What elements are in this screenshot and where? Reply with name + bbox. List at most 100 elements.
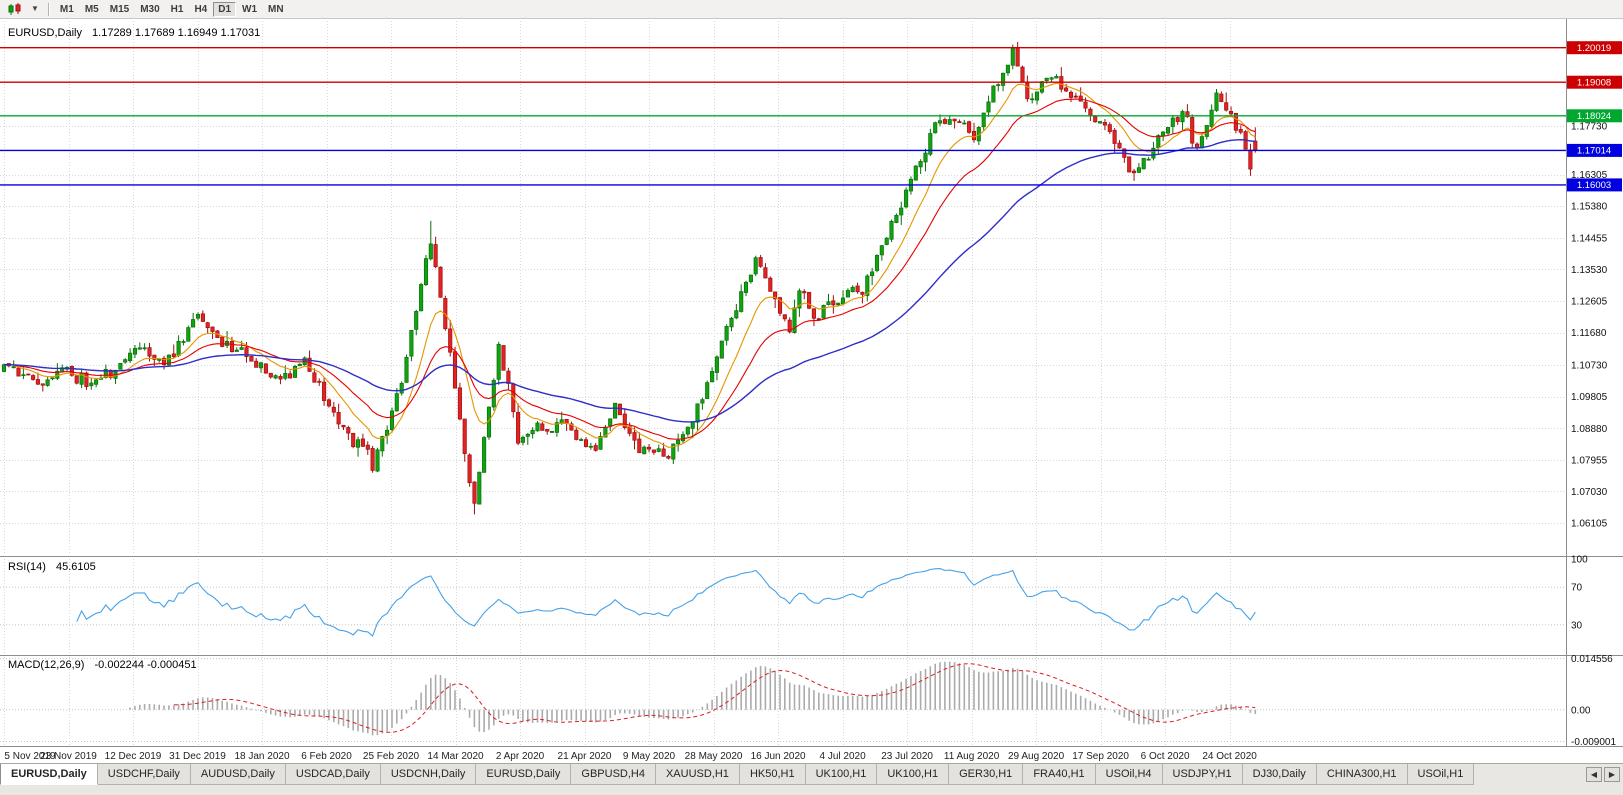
chart-tab-3-usdcad-daily[interactable]: USDCAD,Daily (285, 764, 381, 785)
chart-canvas[interactable]: 1.17730 1.16305 1.15380 1.14455 1.13530 1.126… (0, 19, 1623, 763)
svg-text:1.10730: 1.10730 (1571, 361, 1608, 372)
pane-separators (0, 19, 1623, 763)
chart-tab-8-hk50-h1[interactable]: HK50,H1 (739, 764, 806, 785)
timeframe-button-d1[interactable]: D1 (213, 1, 237, 17)
svg-text:14 Mar 2020: 14 Mar 2020 (427, 751, 484, 762)
chart-area[interactable]: 1.17730 1.16305 1.15380 1.14455 1.13530 1.126… (0, 19, 1623, 763)
timeframe-button-h4[interactable]: H4 (189, 2, 212, 17)
timeframe-button-mn[interactable]: MN (263, 2, 289, 17)
svg-text:24 Oct 2020: 24 Oct 2020 (1202, 751, 1257, 762)
hline-1.20019[interactable]: 1.20019 (0, 41, 1622, 55)
svg-text:16 Jun 2020: 16 Jun 2020 (751, 751, 806, 762)
moving-average-10 (3, 82, 1256, 448)
chart-tab-7-xauusd-h1[interactable]: XAUUSD,H1 (655, 764, 740, 785)
svg-text:1.07955: 1.07955 (1571, 455, 1608, 466)
svg-text:1.08880: 1.08880 (1571, 424, 1608, 435)
svg-text:0.00: 0.00 (1571, 705, 1591, 716)
macd-layer (129, 661, 1257, 736)
tab-scroll-left-icon[interactable]: ◀ (1586, 767, 1602, 782)
timeframe-button-m15[interactable]: M15 (105, 2, 134, 17)
svg-text:70: 70 (1571, 583, 1583, 594)
chart-tabs: EURUSD,Daily USDCHF,Daily AUDUSD,Daily USDC… (0, 764, 1623, 785)
hline-1.18024[interactable]: 1.18024 (0, 109, 1622, 123)
chart-type-dropdown[interactable]: ▼ (27, 0, 43, 18)
chart-tab-1-usdchf-daily[interactable]: USDCHF,Daily (97, 764, 191, 785)
svg-text:1.17730: 1.17730 (1571, 121, 1608, 132)
timeframe-button-m5[interactable]: M5 (80, 2, 104, 17)
moving-average-58 (4, 138, 1256, 423)
svg-text:25 Feb 2020: 25 Feb 2020 (363, 751, 420, 762)
chart-tab-12-fra40-h1[interactable]: FRA40,H1 (1023, 764, 1096, 785)
candlestick-chart-icon (8, 2, 21, 15)
chart-tab-11-ger30-h1[interactable]: GER30,H1 (949, 764, 1024, 785)
svg-text:4 Jul 2020: 4 Jul 2020 (820, 751, 867, 762)
svg-text:1.16003: 1.16003 (1577, 180, 1611, 191)
moving-average-22 (3, 98, 1256, 440)
chart-tab-15-dj30-daily[interactable]: DJ30,Daily (1242, 764, 1317, 785)
svg-text:0.014556: 0.014556 (1571, 654, 1613, 665)
timeframe-button-group: M1 M5 M15 M30 H1 H4 D1 W1 MN (55, 1, 289, 17)
svg-text:29 Aug 2020: 29 Aug 2020 (1008, 751, 1065, 762)
chart-tab-5-eurusd-daily[interactable]: EURUSD,Daily (476, 764, 572, 785)
chart-tab-17-usoil-h1[interactable]: USOil,H1 (1407, 764, 1475, 785)
grid-layer (0, 21, 1566, 745)
chart-tab-14-usdjpy-h1[interactable]: USDJPY,H1 (1162, 764, 1243, 785)
tab-scroll-buttons: ◀ ▶ (1586, 767, 1620, 782)
svg-text:1.12605: 1.12605 (1571, 296, 1608, 307)
timeframe-button-w1[interactable]: W1 (237, 2, 262, 17)
svg-text:23 Jul 2020: 23 Jul 2020 (881, 751, 933, 762)
candles-layer (1, 42, 1258, 515)
svg-text:6 Feb 2020: 6 Feb 2020 (301, 751, 352, 762)
svg-text:11 Aug 2020: 11 Aug 2020 (944, 751, 1000, 762)
svg-text:5 Nov 2019: 5 Nov 2019 (4, 751, 56, 762)
timeframe-button-m30[interactable]: M30 (135, 2, 164, 17)
svg-text:1.15380: 1.15380 (1571, 202, 1608, 213)
chart-tab-0-eurusd-daily[interactable]: EURUSD,Daily (0, 764, 98, 785)
svg-text:9 May 2020: 9 May 2020 (623, 751, 676, 762)
chart-tab-bar: EURUSD,Daily USDCHF,Daily AUDUSD,Daily USDC… (0, 763, 1623, 795)
svg-text:23 Nov 2019: 23 Nov 2019 (40, 751, 97, 762)
svg-text:28 May 2020: 28 May 2020 (685, 751, 743, 762)
svg-text:1.19008: 1.19008 (1577, 77, 1611, 88)
svg-text:1.14455: 1.14455 (1571, 233, 1608, 244)
svg-text:17 Sep 2020: 17 Sep 2020 (1072, 751, 1129, 762)
macd-signal-line (173, 663, 1256, 733)
svg-text:1.09805: 1.09805 (1571, 392, 1608, 403)
chart-type-button[interactable] (4, 0, 26, 18)
hline-1.17014[interactable]: 1.17014 (0, 143, 1622, 157)
svg-text:1.06105: 1.06105 (1571, 519, 1608, 530)
svg-text:6 Oct 2020: 6 Oct 2020 (1141, 751, 1190, 762)
hline-1.19008[interactable]: 1.19008 (0, 75, 1622, 89)
svg-text:2 Apr 2020: 2 Apr 2020 (496, 751, 545, 762)
chart-tab-6-gbpusd-h4[interactable]: GBPUSD,H4 (571, 764, 656, 785)
tab-scroll-right-icon[interactable]: ▶ (1604, 767, 1620, 782)
chart-tab-10-uk100-h1[interactable]: UK100,H1 (877, 764, 950, 785)
svg-text:1.20019: 1.20019 (1577, 43, 1611, 54)
svg-text:1.17014: 1.17014 (1577, 146, 1611, 157)
chart-tab-16-china300-h1[interactable]: CHINA300,H1 (1316, 764, 1408, 785)
chart-tab-4-usdcnh-daily[interactable]: USDCNH,Daily (380, 764, 477, 785)
toolbar-separator (47, 2, 50, 16)
svg-text:100: 100 (1571, 555, 1588, 566)
svg-text:-0.009001: -0.009001 (1571, 737, 1616, 748)
hline-1.16003[interactable]: 1.16003 (0, 178, 1622, 192)
svg-text:1.13530: 1.13530 (1571, 265, 1608, 276)
horizontal-lines-layer[interactable]: 1.20019 1.19008 1.18024 1.17014 1.16003 (0, 41, 1622, 192)
svg-text:1.11680: 1.11680 (1571, 328, 1607, 339)
top-toolbar: ▼ M1 M5 M15 M30 H1 H4 D1 W1 MN (0, 0, 1623, 19)
svg-text:1.16305: 1.16305 (1571, 170, 1608, 181)
timeframe-button-h1[interactable]: H1 (166, 2, 189, 17)
svg-text:1.18024: 1.18024 (1577, 111, 1611, 122)
chart-tab-2-audusd-daily[interactable]: AUDUSD,Daily (190, 764, 286, 785)
price-scale[interactable]: 1.17730 1.16305 1.15380 1.14455 1.13530 1.126… (1571, 121, 1616, 748)
macd-histogram (129, 661, 1257, 736)
chart-tab-9-uk100-h1[interactable]: UK100,H1 (805, 764, 878, 785)
svg-text:1.07030: 1.07030 (1571, 487, 1608, 498)
svg-text:18 Jan 2020: 18 Jan 2020 (234, 751, 289, 762)
timeframe-button-m1[interactable]: M1 (55, 2, 79, 17)
chart-tab-13-usoil-h4[interactable]: USOil,H4 (1095, 764, 1163, 785)
chevron-down-icon: ▼ (31, 4, 39, 13)
svg-text:12 Dec 2019: 12 Dec 2019 (105, 751, 162, 762)
svg-text:31 Dec 2019: 31 Dec 2019 (169, 751, 226, 762)
